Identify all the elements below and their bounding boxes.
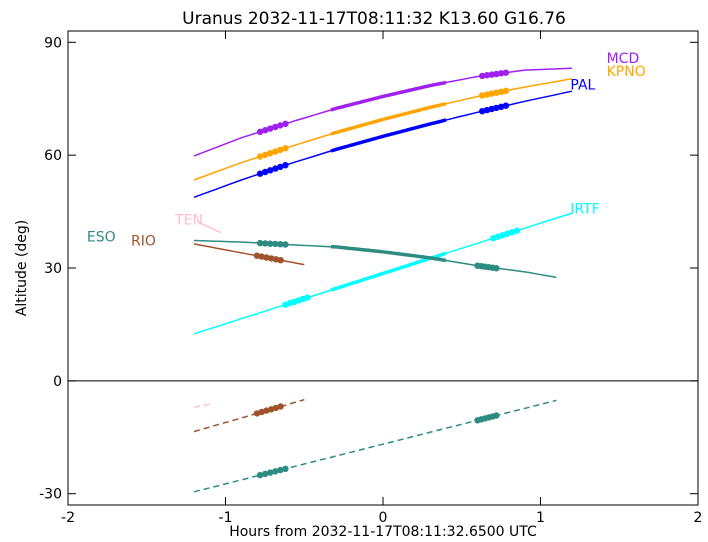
series-point <box>256 153 264 160</box>
x-tick-label: -2 <box>61 510 75 526</box>
x-tick-label: 0 <box>379 510 388 526</box>
x-tick-label: 1 <box>536 510 545 526</box>
series-point <box>277 163 284 171</box>
series-point <box>256 239 264 247</box>
series-label: IRTF <box>570 202 599 218</box>
series-below-point <box>267 469 274 476</box>
series-point <box>272 240 279 248</box>
x-tick-label: -1 <box>219 510 233 526</box>
series-point <box>277 122 284 129</box>
series-eso: ESO <box>87 230 557 493</box>
series-rio: RIO <box>131 233 305 433</box>
series-point <box>479 92 486 99</box>
series-line <box>193 239 557 279</box>
series-point <box>263 254 270 261</box>
series-below-point <box>256 471 264 479</box>
series-point <box>502 87 510 95</box>
series-point <box>272 148 279 155</box>
series-below-horizon-line <box>193 403 210 408</box>
series-point <box>497 103 505 111</box>
series-point <box>502 69 510 76</box>
y-tick-label: -30 <box>39 487 62 503</box>
x-axis-label: Hours from 2032-11-17T08:11:32.6500 UTC <box>229 524 537 540</box>
series-point <box>502 102 510 109</box>
series-below-horizon-line <box>193 399 557 493</box>
y-axis-label: Altitude (deg) <box>14 220 30 316</box>
series-below-point <box>282 465 289 472</box>
series-point <box>267 150 274 157</box>
y-tick-label: 0 <box>53 374 62 390</box>
series-thick-segment <box>330 251 447 292</box>
series-below-point <box>263 407 270 414</box>
series-label: KPNO <box>607 64 646 80</box>
series-below-point <box>277 403 284 410</box>
series-point <box>497 88 505 96</box>
series-below-point <box>262 470 269 478</box>
series-thick-segment <box>330 244 447 263</box>
series-point <box>513 227 521 234</box>
series-point <box>479 72 486 80</box>
series-point <box>262 127 269 134</box>
series-label: MCD <box>607 51 640 67</box>
series-label: TEN <box>174 213 203 229</box>
series-point <box>282 162 289 169</box>
series-point <box>282 241 289 248</box>
series-label: ESO <box>87 230 116 246</box>
series-below-horizon-line <box>193 398 305 433</box>
series-below-point <box>277 466 284 474</box>
series-mcd: MCD <box>193 51 640 157</box>
series-point <box>262 168 269 176</box>
series-point <box>277 146 284 154</box>
series-point <box>479 108 486 115</box>
series-label: PAL <box>570 77 595 93</box>
y-tick-label: 60 <box>44 148 62 164</box>
series-point <box>497 70 505 77</box>
series-point <box>272 165 279 172</box>
series-point <box>267 167 274 174</box>
series-point <box>304 294 311 301</box>
series-point <box>262 240 269 247</box>
series-point <box>267 125 274 132</box>
series-point <box>282 120 289 128</box>
series-irtf: IRTF <box>193 202 600 335</box>
series-below-point <box>272 468 279 475</box>
series-thick-segment <box>330 80 447 112</box>
series-thick-segment <box>330 118 447 153</box>
series-point <box>256 170 264 177</box>
plot-frame <box>67 30 699 506</box>
series-point <box>277 241 284 248</box>
axes: -2 -1 0 1 2 -30 0 30 60 90 <box>39 31 702 526</box>
y-tick-label: 90 <box>44 35 62 51</box>
series-line <box>196 221 222 234</box>
series-kpno: KPNO <box>193 64 646 181</box>
x-tick-label: 2 <box>694 510 703 526</box>
series-point <box>282 145 289 152</box>
series-point <box>262 151 269 159</box>
y-tick-label: 30 <box>44 261 62 277</box>
series-point <box>272 123 279 131</box>
series-line <box>193 90 573 199</box>
series-below-point <box>493 412 500 419</box>
series-label: RIO <box>131 233 156 249</box>
series-point <box>493 70 500 78</box>
series-point <box>483 72 491 79</box>
series-line <box>193 78 573 181</box>
series-point <box>256 128 264 135</box>
series-point <box>488 71 495 78</box>
series-thick-segment <box>330 101 447 136</box>
series-point <box>508 229 516 236</box>
series-line <box>193 243 305 266</box>
series-point <box>277 257 284 264</box>
series-ten: TEN <box>174 213 222 408</box>
series-point <box>493 265 500 272</box>
chart-title: Uranus 2032-11-17T08:11:32 K13.60 G16.76 <box>182 9 566 29</box>
series-pal: PAL <box>193 77 596 199</box>
series-point <box>267 240 274 247</box>
series-line <box>193 67 573 157</box>
